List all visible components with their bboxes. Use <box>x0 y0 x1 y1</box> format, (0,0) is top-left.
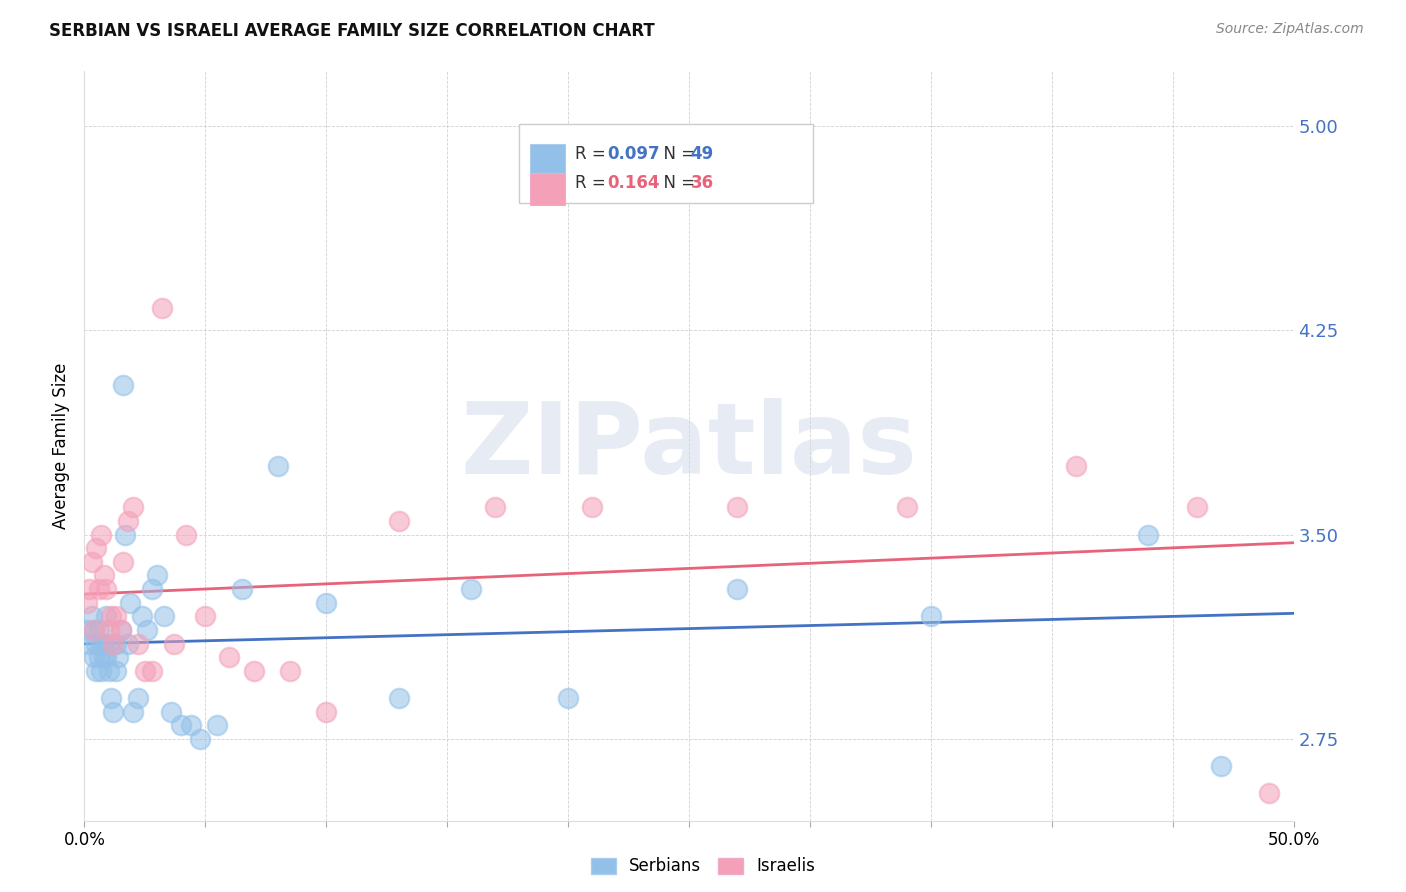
Legend: Serbians, Israelis: Serbians, Israelis <box>582 849 824 884</box>
Point <box>170 718 193 732</box>
Point <box>127 691 149 706</box>
Text: SERBIAN VS ISRAELI AVERAGE FAMILY SIZE CORRELATION CHART: SERBIAN VS ISRAELI AVERAGE FAMILY SIZE C… <box>49 22 655 40</box>
Point <box>103 705 125 719</box>
Y-axis label: Average Family Size: Average Family Size <box>52 363 70 529</box>
Point <box>581 500 603 515</box>
Point <box>180 718 202 732</box>
Point <box>141 582 163 596</box>
Point <box>242 664 264 678</box>
Point <box>90 527 112 541</box>
Point <box>83 623 105 637</box>
Point <box>194 609 217 624</box>
Point <box>1064 459 1087 474</box>
Point <box>112 377 135 392</box>
Point <box>76 596 98 610</box>
Point <box>87 582 110 596</box>
Point <box>557 691 579 706</box>
Point <box>87 650 110 665</box>
Text: 49: 49 <box>690 145 714 163</box>
Point <box>93 568 115 582</box>
Point <box>1137 527 1160 541</box>
Point <box>896 500 918 515</box>
Point <box>146 568 169 582</box>
Point <box>725 582 748 596</box>
Point <box>160 705 183 719</box>
Point <box>86 636 108 650</box>
Text: Source: ZipAtlas.com: Source: ZipAtlas.com <box>1216 22 1364 37</box>
Point <box>153 609 176 624</box>
Point <box>114 527 136 541</box>
Point <box>97 636 120 650</box>
Point <box>1258 786 1281 800</box>
Point <box>141 664 163 678</box>
Point <box>93 636 115 650</box>
Point <box>86 664 108 678</box>
Point <box>77 582 100 596</box>
Point <box>94 650 117 665</box>
Point <box>121 500 143 515</box>
Point <box>920 609 942 624</box>
Point <box>1209 759 1232 773</box>
Point <box>94 609 117 624</box>
Point <box>174 527 197 541</box>
Point <box>90 664 112 678</box>
Point <box>315 596 337 610</box>
Point <box>207 718 229 732</box>
Point <box>100 691 122 706</box>
Point <box>86 541 108 556</box>
Point <box>218 650 240 665</box>
Point <box>94 582 117 596</box>
Point <box>110 623 132 637</box>
Point <box>104 636 127 650</box>
Point <box>117 636 139 650</box>
Point <box>163 636 186 650</box>
Point <box>104 664 127 678</box>
Point <box>136 623 159 637</box>
Point <box>83 650 105 665</box>
Text: 36: 36 <box>690 175 714 193</box>
Point <box>388 514 411 528</box>
Text: R =: R = <box>575 145 612 163</box>
Point <box>76 623 98 637</box>
Point <box>77 636 100 650</box>
Text: ZIPatlas: ZIPatlas <box>461 398 917 494</box>
Point <box>83 623 105 637</box>
Point <box>127 636 149 650</box>
Point <box>484 500 506 515</box>
Point <box>104 609 127 624</box>
Point <box>190 731 212 746</box>
Point <box>150 301 173 316</box>
Text: N =: N = <box>652 145 700 163</box>
Point <box>110 623 132 637</box>
Point <box>121 705 143 719</box>
Point <box>315 705 337 719</box>
Point <box>80 609 103 624</box>
Point <box>97 623 120 637</box>
Point <box>97 664 120 678</box>
Point <box>231 582 253 596</box>
Point <box>460 582 482 596</box>
Point <box>93 650 115 665</box>
Point <box>112 555 135 569</box>
Point <box>100 609 122 624</box>
Text: N =: N = <box>652 175 700 193</box>
Point <box>278 664 301 678</box>
Point <box>267 459 290 474</box>
Point <box>117 514 139 528</box>
Text: 0.097: 0.097 <box>607 145 661 163</box>
Point <box>90 636 112 650</box>
Text: 0.164: 0.164 <box>607 175 659 193</box>
Point <box>134 664 156 678</box>
Point <box>131 609 153 624</box>
Point <box>80 555 103 569</box>
Point <box>103 636 125 650</box>
Point <box>107 650 129 665</box>
Point <box>388 691 411 706</box>
Point <box>87 623 110 637</box>
Point <box>120 596 142 610</box>
Text: R =: R = <box>575 175 612 193</box>
Point <box>1185 500 1208 515</box>
Point <box>725 500 748 515</box>
